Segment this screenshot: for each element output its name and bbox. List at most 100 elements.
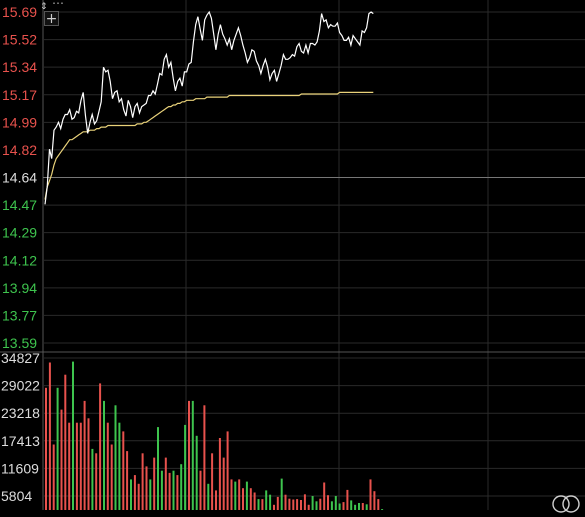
volume-bar xyxy=(323,482,326,510)
volume-bar xyxy=(261,499,264,510)
volume-bar xyxy=(300,500,302,510)
volume-bar xyxy=(103,400,105,510)
volume-tick-label: 23218 xyxy=(1,405,40,421)
volume-bar xyxy=(361,503,364,510)
plus-icon[interactable]: + xyxy=(44,11,59,27)
volume-bar xyxy=(230,479,233,510)
volume-bar xyxy=(207,483,210,510)
price-tick-label: 15.52 xyxy=(2,32,37,48)
volume-bar xyxy=(280,478,283,510)
price-tick-label: 14.82 xyxy=(2,142,37,158)
volume-bar xyxy=(253,492,256,510)
volume-bar xyxy=(126,451,129,510)
expand-arrows-icon[interactable]: ⇕ xyxy=(40,2,48,12)
volume-bar xyxy=(48,362,51,510)
volume-bar xyxy=(195,435,198,510)
volume-tick-label: 11609 xyxy=(1,460,39,476)
volume-bar xyxy=(238,479,241,510)
price-line xyxy=(44,10,374,205)
volume-bar xyxy=(307,504,310,510)
volume-bar xyxy=(288,498,291,510)
price-tick-label: 15.34 xyxy=(2,59,37,75)
volume-bar xyxy=(342,502,345,510)
volume-bar xyxy=(203,405,206,510)
price-tick-label: 15.69 xyxy=(2,4,37,20)
volume-bar xyxy=(87,418,90,510)
volume-bar xyxy=(45,387,47,510)
volume-bar xyxy=(273,504,275,510)
volume-bar xyxy=(234,481,237,510)
volume-tick-label: 34827 xyxy=(1,350,40,366)
volume-bar xyxy=(276,496,279,510)
volume-bar xyxy=(79,422,82,510)
volume-bar xyxy=(95,453,98,510)
volume-bar xyxy=(327,495,329,510)
volume-bar xyxy=(369,479,372,510)
volume-bar xyxy=(218,438,221,510)
volume-bar xyxy=(56,387,59,510)
volume-bar xyxy=(215,490,217,510)
volume-bar xyxy=(284,494,287,510)
volume-bar xyxy=(157,427,159,510)
volume-bar xyxy=(110,444,113,510)
average-price-line xyxy=(44,91,374,200)
volume-bar xyxy=(164,457,167,510)
volume-bar xyxy=(350,500,353,510)
volume-bar xyxy=(211,453,214,510)
volume-bar xyxy=(358,503,360,510)
volume-bar xyxy=(338,503,341,510)
price-tick-label: 13.77 xyxy=(2,307,37,323)
volume-bar xyxy=(269,494,272,510)
price-tick-label: 14.12 xyxy=(2,252,37,268)
volume-bar xyxy=(303,494,306,510)
volume-bar xyxy=(265,490,268,510)
volume-bar xyxy=(68,422,71,510)
price-tick-label: 14.47 xyxy=(2,197,37,213)
volume-bar xyxy=(99,383,102,510)
volume-bar xyxy=(91,448,94,510)
volume-bar xyxy=(199,470,202,510)
volume-bar xyxy=(381,509,384,510)
volume-bar xyxy=(118,422,121,510)
price-tick-label: 15.17 xyxy=(2,87,37,103)
volume-bar xyxy=(133,475,136,510)
volume-bar xyxy=(334,496,337,510)
volume-bar xyxy=(346,489,349,510)
volume-bar xyxy=(52,444,55,510)
volume-bar xyxy=(172,470,175,510)
volume-tick-label: 29022 xyxy=(1,378,40,394)
volume-bar xyxy=(137,483,140,510)
volume-bar xyxy=(222,457,225,510)
volume-bar xyxy=(257,499,260,510)
price-tick-label: 14.29 xyxy=(2,225,37,241)
volume-bar xyxy=(311,496,314,510)
volume-tick-label: 17413 xyxy=(1,433,40,449)
volume-bar xyxy=(354,504,357,510)
volume-bar xyxy=(145,466,148,510)
header-strip: … xyxy=(52,0,64,7)
volume-bar xyxy=(141,453,144,510)
volume-bar xyxy=(373,491,376,510)
volume-bar xyxy=(160,470,163,510)
volume-bar xyxy=(83,400,86,510)
volume-bar xyxy=(75,422,78,510)
volume-bar xyxy=(168,472,171,510)
volume-bar xyxy=(188,400,190,510)
volume-bar xyxy=(377,499,380,510)
volume-bar xyxy=(106,422,109,510)
volume-bar xyxy=(130,479,132,510)
volume-bar xyxy=(245,481,248,510)
volume-bar xyxy=(184,424,187,510)
price-tick-label: 13.59 xyxy=(2,335,37,351)
volume-bar xyxy=(114,405,117,510)
volume-bar xyxy=(176,475,179,510)
volume-tick-label: 5804 xyxy=(1,488,32,504)
volume-bar xyxy=(64,374,67,510)
volume-bar xyxy=(330,501,333,510)
volume-bar xyxy=(60,409,63,510)
volume-bar xyxy=(180,464,183,510)
price-tick-label: 13.94 xyxy=(2,280,37,296)
volume-bar xyxy=(242,488,244,510)
volume-bar xyxy=(72,361,74,510)
volume-bar xyxy=(153,457,156,510)
